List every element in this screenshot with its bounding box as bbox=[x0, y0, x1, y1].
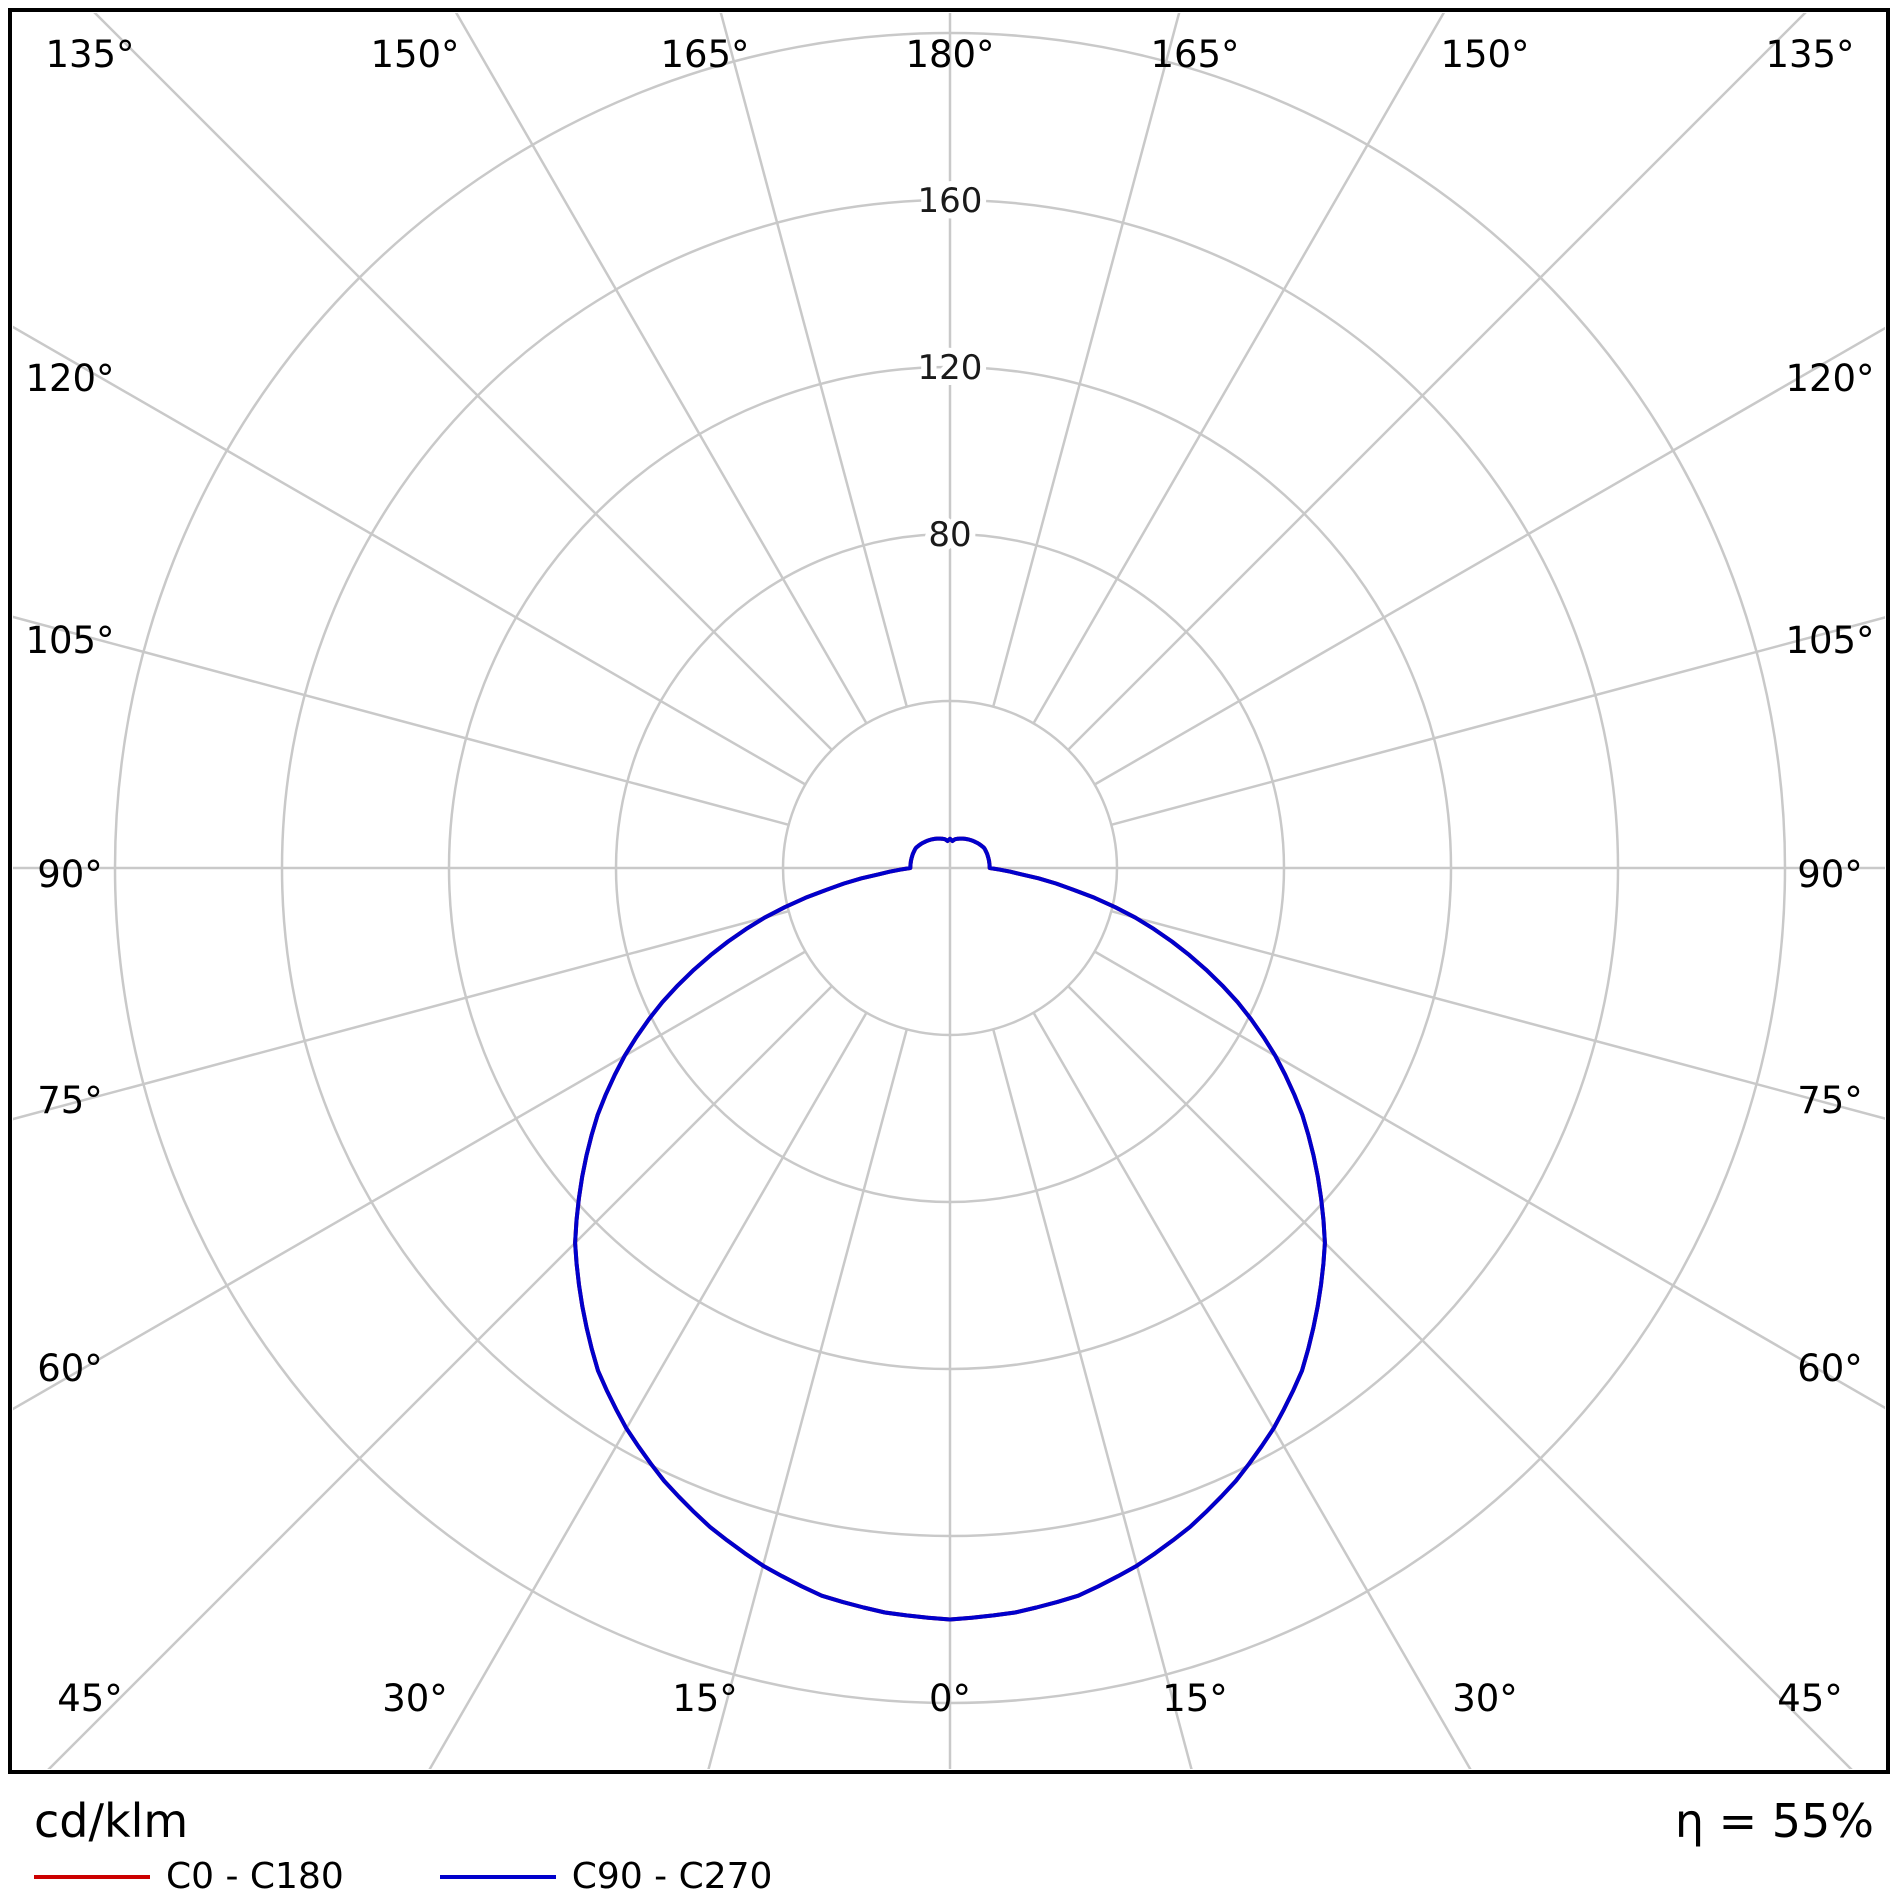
angle-tick-label: 0° bbox=[929, 1677, 971, 1720]
grid-spoke bbox=[707, 1028, 908, 1769]
angle-tick-label: 15° bbox=[672, 1677, 738, 1720]
grid-spoke bbox=[13, 325, 806, 786]
grid-spoke bbox=[1032, 13, 1446, 724]
angle-tick-label: 90° bbox=[1797, 853, 1863, 896]
legend-item-c0-c180: C0 - C180 bbox=[34, 1856, 344, 1897]
grid-spoke bbox=[1067, 13, 1807, 751]
grid-spoke bbox=[1094, 950, 1885, 1410]
grid-spoke bbox=[1067, 985, 1853, 1769]
angle-tick-label: 30° bbox=[382, 1677, 448, 1720]
angle-tick-label: 165° bbox=[1150, 33, 1239, 76]
angle-tick-label: 120° bbox=[1785, 357, 1874, 400]
radial-tick-label: 160 bbox=[918, 181, 983, 221]
grid-spoke bbox=[13, 950, 806, 1411]
legend-label: C90 - C270 bbox=[571, 1856, 773, 1897]
legend-label: C0 - C180 bbox=[166, 1856, 344, 1897]
angle-tick-label: 60° bbox=[1797, 1347, 1863, 1390]
angle-tick-label: 45° bbox=[57, 1677, 123, 1720]
angle-tick-label: 150° bbox=[370, 33, 459, 76]
grid-spoke bbox=[992, 1028, 1193, 1769]
grid-spoke bbox=[1094, 326, 1885, 786]
grid-spoke bbox=[992, 13, 1181, 708]
angle-tick-label: 105° bbox=[25, 619, 114, 662]
grid-spoke bbox=[13, 615, 790, 826]
radial-unit-label: cd/klm bbox=[34, 1794, 189, 1848]
angle-tick-label: 90° bbox=[37, 853, 103, 896]
grid-spoke bbox=[719, 13, 908, 708]
radial-tick-label: 120 bbox=[918, 348, 983, 388]
legend-line-icon bbox=[34, 1874, 150, 1879]
angle-tick-label: 75° bbox=[1797, 1079, 1863, 1122]
curves bbox=[573, 836, 1327, 1622]
angle-tick-label: 150° bbox=[1440, 33, 1529, 76]
angle-tick-label: 180° bbox=[905, 33, 994, 76]
grid-spoke bbox=[47, 985, 833, 1769]
angle-tick-label: 105° bbox=[1785, 619, 1874, 662]
angle-tick-label: 135° bbox=[1765, 33, 1854, 76]
radial-tick-label: 80 bbox=[928, 515, 971, 555]
angle-tick-label: 165° bbox=[660, 33, 749, 76]
angle-tick-label: 120° bbox=[25, 357, 114, 400]
curve-c90-c270 bbox=[573, 836, 1327, 1622]
legend: C0 - C180 C90 - C270 bbox=[34, 1856, 772, 1897]
legend-line-icon bbox=[439, 1874, 556, 1879]
angle-tick-label: 75° bbox=[37, 1079, 103, 1122]
angle-tick-label: 15° bbox=[1162, 1677, 1228, 1720]
angle-labels: 135° 150° 165° 180° 165° 150° 135° 120° 120° 105°… bbox=[25, 33, 1874, 1720]
angle-tick-label: 60° bbox=[37, 1347, 103, 1390]
angle-tick-label: 30° bbox=[1452, 1677, 1518, 1720]
angle-tick-label: 45° bbox=[1777, 1677, 1843, 1720]
value-labels: 80 120 160 bbox=[912, 175, 989, 561]
efficiency-label: η = 55% bbox=[1674, 1794, 1874, 1848]
angle-tick-label: 135° bbox=[45, 33, 134, 76]
grid-spoke bbox=[428, 1012, 868, 1769]
grid-spoke bbox=[454, 13, 868, 724]
grid-spoke bbox=[93, 13, 833, 751]
grid-spoke bbox=[1032, 1012, 1472, 1769]
legend-item-c90-c270: C90 - C270 bbox=[439, 1856, 773, 1897]
grid-spoke bbox=[1110, 616, 1885, 826]
grid-spoke bbox=[1110, 910, 1885, 1120]
grid-spoke bbox=[13, 910, 790, 1121]
